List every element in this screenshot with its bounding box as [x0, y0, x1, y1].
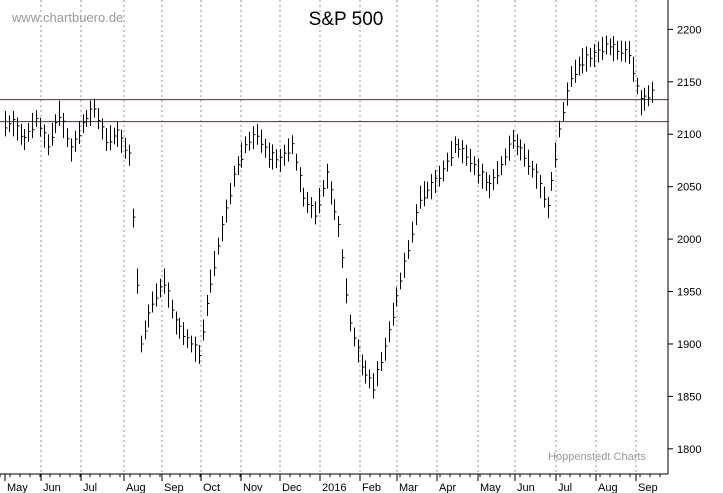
y-tick-label: 2150 [677, 77, 701, 89]
x-tick-label: Oct [203, 482, 220, 493]
x-tick-label: 2016 [322, 482, 346, 493]
grid-layer [40, 0, 637, 474]
x-tick-label: Jun [517, 482, 535, 493]
watermark: www.chartbuero.de [11, 10, 123, 25]
x-tick-label: Aug [598, 482, 618, 493]
y-tick-label: 1800 [677, 444, 701, 456]
y-tick-label: 1850 [677, 391, 701, 403]
credit-label: Hoppenstedt Charts [548, 451, 646, 463]
y-tick-label: 2100 [677, 129, 701, 141]
chart-title: S&P 500 [309, 9, 384, 30]
price-bars-layer [5, 35, 655, 399]
x-tick-label: Feb [362, 482, 381, 493]
y-tick-label: 2000 [677, 234, 701, 246]
x-tick-label: May [7, 482, 28, 493]
x-tick-label: Sep [638, 482, 658, 493]
x-tick-label: Jun [43, 482, 61, 493]
axis-layer: 1800 1850 1900 1950 2000 2050 2100 2150 2200 May J… [0, 0, 701, 493]
x-tick-label: Jul [558, 482, 572, 493]
horizontal-lines-layer [0, 99, 668, 123]
y-tick-label: 1900 [677, 339, 701, 351]
x-tick-label: Mar [399, 482, 418, 493]
x-tick-label: Aug [126, 482, 146, 493]
x-tick-label: Apr [439, 482, 456, 493]
x-tick-label: Sep [164, 482, 184, 493]
x-tick-label: Jul [83, 482, 97, 493]
y-tick-label: 1950 [677, 287, 701, 299]
x-tick-label: Nov [243, 482, 263, 493]
x-tick-label: Dec [282, 482, 302, 493]
x-tick-label: May [480, 482, 501, 493]
y-tick-label: 2050 [677, 182, 701, 194]
y-tick-label: 2200 [677, 24, 701, 36]
